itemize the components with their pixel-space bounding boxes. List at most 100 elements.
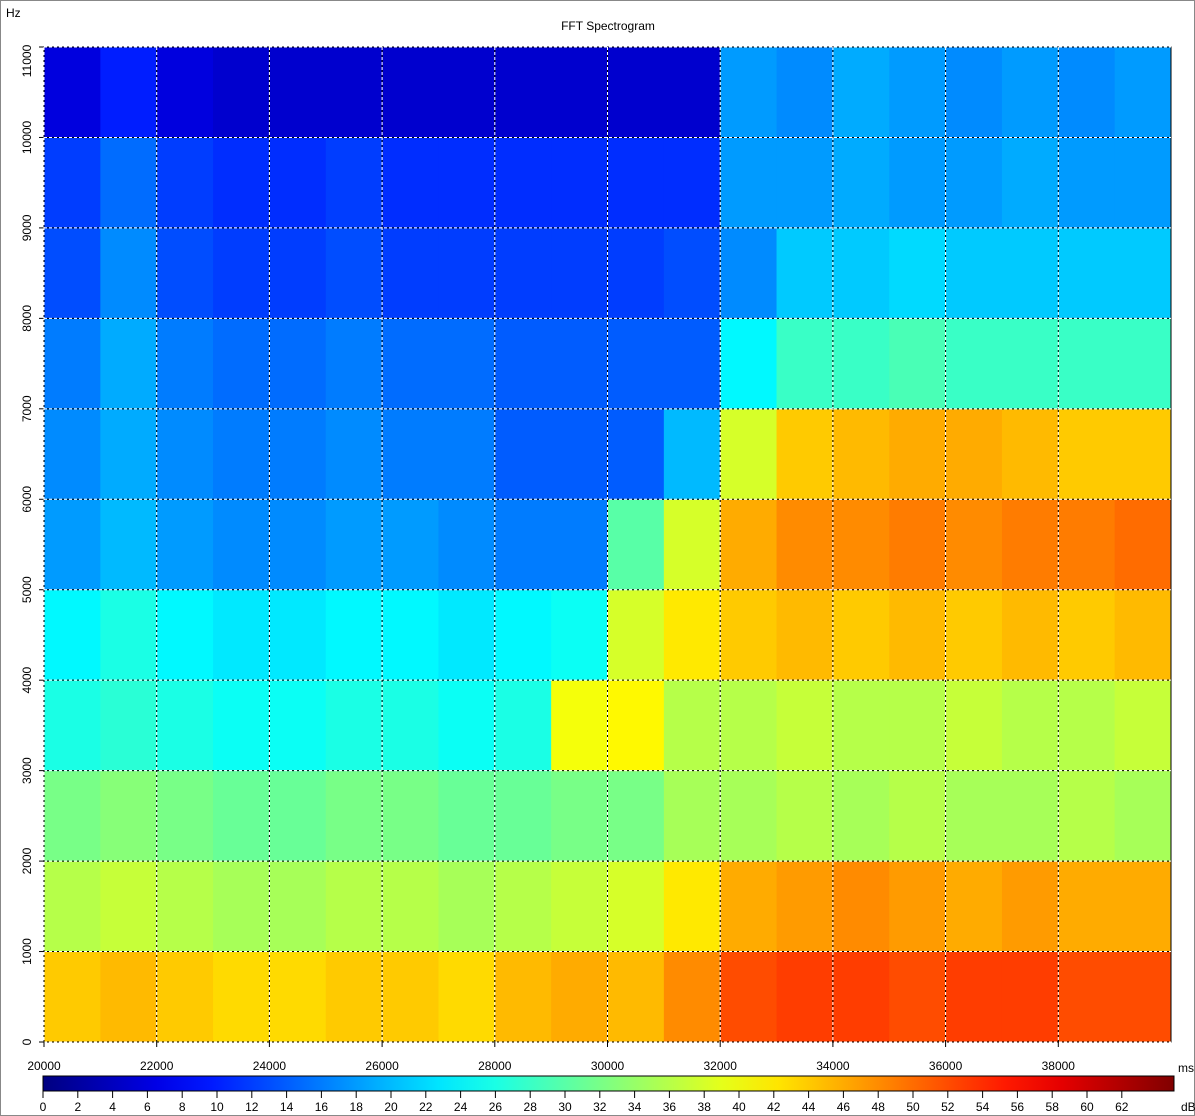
cell bbox=[495, 499, 552, 590]
cell bbox=[608, 590, 665, 681]
cell bbox=[1002, 228, 1059, 319]
colorbar-tick-label: 12 bbox=[245, 1100, 259, 1114]
cell bbox=[889, 228, 946, 319]
cell bbox=[213, 680, 270, 771]
cell bbox=[1115, 47, 1172, 138]
cell bbox=[495, 409, 552, 500]
colorbar-tick-label: 34 bbox=[628, 1100, 642, 1114]
cell bbox=[551, 137, 608, 228]
cell bbox=[1058, 318, 1115, 409]
colorbar-tick-label: 36 bbox=[663, 1100, 677, 1114]
cell bbox=[1002, 771, 1059, 862]
cell bbox=[1058, 47, 1115, 138]
cell bbox=[1002, 137, 1059, 228]
cell bbox=[664, 137, 721, 228]
cell bbox=[946, 771, 1003, 862]
cell bbox=[833, 409, 890, 500]
cell bbox=[326, 409, 383, 500]
chart: FFT Spectrogram Hz ms dB 010002000300040… bbox=[0, 0, 1195, 1116]
cell bbox=[1058, 590, 1115, 681]
cell bbox=[382, 680, 439, 771]
cell bbox=[438, 771, 495, 862]
cell bbox=[946, 590, 1003, 681]
cell bbox=[269, 318, 326, 409]
cell bbox=[889, 861, 946, 952]
cell bbox=[100, 409, 157, 500]
cell bbox=[100, 318, 157, 409]
cell bbox=[44, 952, 101, 1043]
cell bbox=[608, 318, 665, 409]
cell bbox=[382, 499, 439, 590]
cell bbox=[1002, 861, 1059, 952]
cell bbox=[946, 680, 1003, 771]
cell bbox=[157, 952, 214, 1043]
cell bbox=[269, 590, 326, 681]
cell bbox=[495, 47, 552, 138]
cell bbox=[157, 47, 214, 138]
cell bbox=[495, 771, 552, 862]
cell bbox=[213, 952, 270, 1043]
y-tick-label: 11000 bbox=[20, 44, 34, 77]
cell bbox=[1115, 771, 1172, 862]
cell bbox=[664, 47, 721, 138]
cell bbox=[157, 590, 214, 681]
cell bbox=[833, 499, 890, 590]
cell bbox=[438, 409, 495, 500]
y-tick-label: 3000 bbox=[20, 757, 34, 784]
cell bbox=[495, 137, 552, 228]
cell bbox=[157, 680, 214, 771]
cell bbox=[608, 771, 665, 862]
colorbar-tick-label: 44 bbox=[802, 1100, 816, 1114]
cell bbox=[608, 47, 665, 138]
cell bbox=[44, 318, 101, 409]
cell bbox=[551, 680, 608, 771]
cell bbox=[777, 499, 834, 590]
cell bbox=[1002, 590, 1059, 681]
cell bbox=[326, 771, 383, 862]
cell bbox=[44, 680, 101, 771]
colorbar-tick-label: 32 bbox=[593, 1100, 607, 1114]
colorbar-tick-label: 24 bbox=[454, 1100, 468, 1114]
color-unit: dB bbox=[1181, 1100, 1195, 1114]
cell bbox=[269, 499, 326, 590]
cell bbox=[1115, 680, 1172, 771]
cell bbox=[1115, 952, 1172, 1043]
cell bbox=[1058, 952, 1115, 1043]
cell bbox=[1058, 409, 1115, 500]
cell bbox=[438, 590, 495, 681]
cell bbox=[213, 590, 270, 681]
cell bbox=[495, 952, 552, 1043]
cell bbox=[269, 680, 326, 771]
cell bbox=[100, 47, 157, 138]
colorbar-tick-label: 8 bbox=[179, 1100, 186, 1114]
cell bbox=[100, 590, 157, 681]
cell bbox=[551, 952, 608, 1043]
cell bbox=[551, 318, 608, 409]
cell bbox=[1002, 409, 1059, 500]
cell bbox=[833, 590, 890, 681]
y-tick-label: 0 bbox=[20, 1038, 34, 1045]
colorbar-tick-label: 18 bbox=[350, 1100, 364, 1114]
cell bbox=[269, 409, 326, 500]
colorbar-tick-label: 30 bbox=[558, 1100, 572, 1114]
colorbar-tick-label: 22 bbox=[419, 1100, 433, 1114]
cell bbox=[551, 861, 608, 952]
cell bbox=[551, 590, 608, 681]
cell bbox=[382, 771, 439, 862]
cell bbox=[438, 47, 495, 138]
cell bbox=[1058, 499, 1115, 590]
cell bbox=[664, 590, 721, 681]
cell bbox=[833, 861, 890, 952]
cell bbox=[777, 952, 834, 1043]
cell bbox=[1115, 861, 1172, 952]
cell bbox=[382, 590, 439, 681]
cell bbox=[889, 590, 946, 681]
cell bbox=[157, 318, 214, 409]
y-tick-label: 10000 bbox=[20, 120, 34, 154]
cell bbox=[946, 318, 1003, 409]
cell bbox=[889, 499, 946, 590]
x-tick-label: 32000 bbox=[704, 1059, 738, 1073]
cell bbox=[1002, 680, 1059, 771]
colorbar-tick-label: 56 bbox=[1011, 1100, 1025, 1114]
cell bbox=[720, 137, 777, 228]
